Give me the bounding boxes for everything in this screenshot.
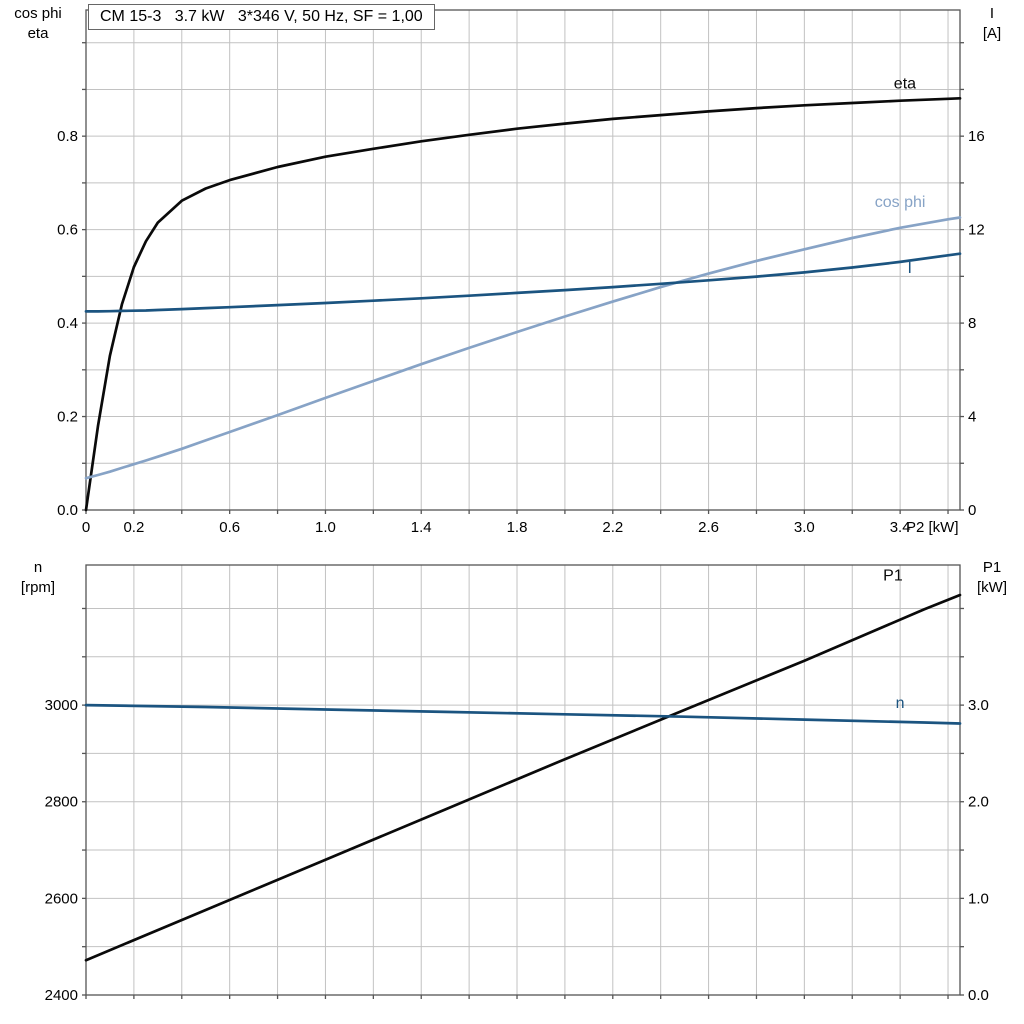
svg-text:3.4: 3.4 bbox=[890, 519, 911, 536]
svg-text:1.0: 1.0 bbox=[968, 890, 989, 907]
svg-text:2.0: 2.0 bbox=[968, 794, 989, 811]
svg-text:2600: 2600 bbox=[45, 890, 78, 907]
svg-text:0.6: 0.6 bbox=[57, 222, 78, 239]
svg-text:0.6: 0.6 bbox=[219, 519, 240, 536]
svg-text:n: n bbox=[896, 695, 905, 712]
bottom-right-axis-label: P1 [kW] bbox=[966, 558, 1018, 598]
svg-text:8: 8 bbox=[968, 315, 976, 332]
svg-text:12: 12 bbox=[968, 222, 985, 239]
svg-text:cos phi: cos phi bbox=[875, 194, 926, 211]
svg-text:0: 0 bbox=[82, 519, 90, 536]
svg-text:2.2: 2.2 bbox=[602, 519, 623, 536]
svg-text:2.6: 2.6 bbox=[698, 519, 719, 536]
svg-text:2800: 2800 bbox=[45, 794, 78, 811]
bottom-left-axis-label: n [rpm] bbox=[4, 558, 72, 598]
svg-text:P2 [kW]: P2 [kW] bbox=[906, 519, 959, 536]
svg-text:16: 16 bbox=[968, 128, 985, 145]
svg-text:2400: 2400 bbox=[45, 987, 78, 1004]
axis-label-current: I bbox=[989, 5, 995, 22]
svg-text:P1: P1 bbox=[883, 567, 903, 584]
svg-text:3.0: 3.0 bbox=[968, 697, 989, 714]
axis-label-p1: P1 bbox=[982, 559, 1002, 576]
svg-text:0.8: 0.8 bbox=[57, 128, 78, 145]
chart-title-box: CM 15-3 3.7 kW 3*346 V, 50 Hz, SF = 1,00 bbox=[88, 4, 435, 30]
axis-label-ampere-unit: [A] bbox=[982, 25, 1002, 42]
svg-text:1.0: 1.0 bbox=[315, 519, 336, 536]
top-left-axis-label: cos phi eta bbox=[4, 4, 72, 44]
svg-text:0.0: 0.0 bbox=[968, 987, 989, 1004]
bottom-performance-chart: 2400 2600 2800 3000 0.0 1.0 2.0 3.0 P1 n bbox=[45, 564, 989, 1004]
axis-label-n: n bbox=[33, 559, 43, 576]
axis-label-eta: eta bbox=[27, 25, 49, 42]
svg-text:0.0: 0.0 bbox=[57, 502, 78, 519]
top-right-axis-label: I [A] bbox=[966, 4, 1018, 44]
svg-text:0: 0 bbox=[968, 502, 976, 519]
svg-text:I: I bbox=[907, 260, 911, 277]
svg-text:eta: eta bbox=[894, 76, 916, 93]
svg-text:3.0: 3.0 bbox=[794, 519, 815, 536]
svg-text:3000: 3000 bbox=[45, 697, 78, 714]
axis-label-kw-unit: [kW] bbox=[977, 579, 1007, 596]
axis-label-rpm-unit: [rpm] bbox=[20, 579, 56, 596]
svg-text:0.2: 0.2 bbox=[123, 519, 144, 536]
top-performance-chart: 0 0.2 0.6 1.0 1.4 1.8 2.2 2.6 3.0 3.4P2 [kW] 0.0 0.… bbox=[57, 9, 985, 536]
svg-text:4: 4 bbox=[968, 409, 976, 426]
axis-label-cos-phi: cos phi bbox=[14, 5, 62, 22]
svg-text:0.2: 0.2 bbox=[57, 409, 78, 426]
svg-text:0.4: 0.4 bbox=[57, 315, 78, 332]
svg-text:1.4: 1.4 bbox=[411, 519, 432, 536]
svg-text:1.8: 1.8 bbox=[507, 519, 528, 536]
